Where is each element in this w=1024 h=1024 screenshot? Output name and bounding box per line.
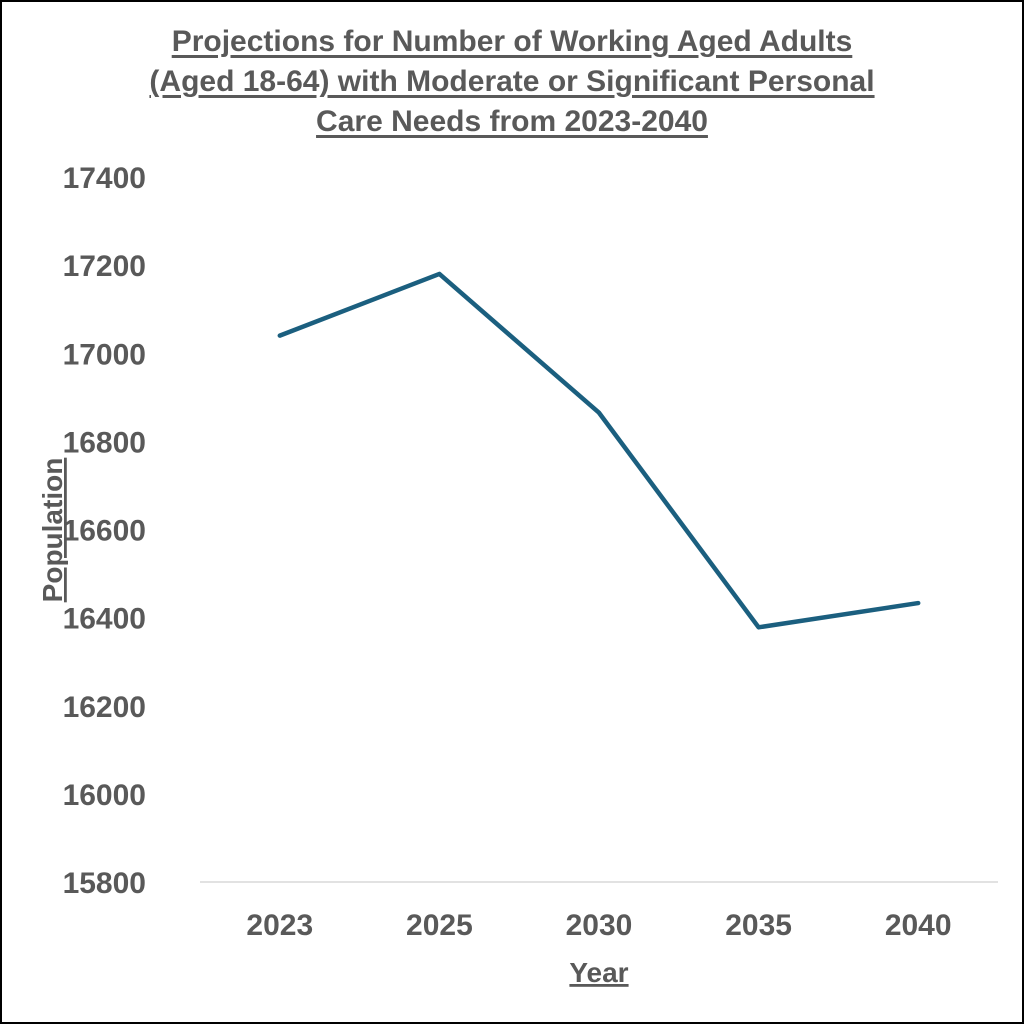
x-axis-ticks: 2023 2025 2030 2035 2040 xyxy=(246,909,951,942)
x-tick-label: 2040 xyxy=(885,909,952,942)
x-tick-label: 2035 xyxy=(725,909,792,942)
y-tick-label: 16400 xyxy=(63,603,146,636)
series-line xyxy=(277,271,921,630)
x-tick-label: 2025 xyxy=(406,909,473,942)
x-tick-label: 2030 xyxy=(566,909,633,942)
x-axis-title: Year xyxy=(569,957,628,988)
chart-title-line-3: Care Needs from 2023-2040 xyxy=(316,105,708,138)
y-tick-label: 16800 xyxy=(63,426,146,459)
y-tick-label: 17000 xyxy=(63,338,146,371)
chart-title-line-2: (Aged 18-64) with Moderate or Significan… xyxy=(149,65,875,98)
chart-title: Projections for Number of Working Aged A… xyxy=(100,22,924,142)
y-tick-label: 15800 xyxy=(63,867,146,900)
y-tick-label: 17200 xyxy=(63,250,146,283)
y-tick-label: 16200 xyxy=(63,691,146,724)
y-tick-label: 17400 xyxy=(63,162,146,195)
chart-title-line-1: Projections for Number of Working Aged A… xyxy=(171,25,853,58)
x-tick-label: 2023 xyxy=(246,909,313,942)
y-axis-title: Population xyxy=(37,458,68,603)
y-tick-label: 16600 xyxy=(63,515,146,548)
y-axis-ticks: 15800 16000 16200 16400 16600 16800 17000 17200… xyxy=(63,162,146,900)
y-tick-label: 16000 xyxy=(63,779,146,812)
